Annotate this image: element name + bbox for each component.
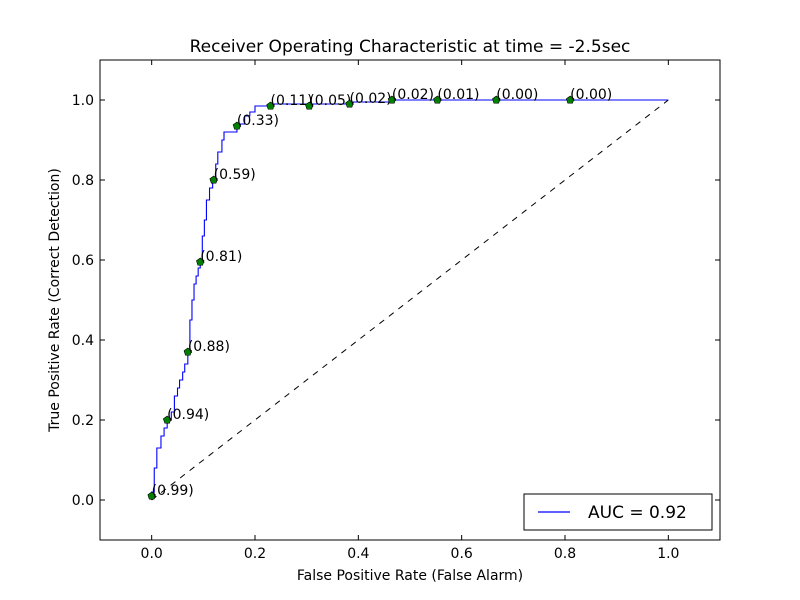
plot-frame (99, 59, 721, 541)
threshold-marker (147, 491, 156, 500)
threshold-marker (387, 95, 397, 104)
threshold-marker (433, 95, 442, 104)
threshold-label: (0.11) (271, 93, 313, 109)
y-tick-label: 0.2 (72, 413, 94, 429)
threshold-label: (0.01) (437, 87, 479, 103)
threshold-label: (0.02) (392, 87, 434, 103)
chart-title: Receiver Operating Characteristic at tim… (190, 37, 631, 57)
threshold-label: (0.81) (200, 249, 242, 265)
chance-diagonal-line (151, 99, 669, 501)
axis-ticks: 0.0 0.2 0.4 0.6 0.8 1.0 0.0 0.2 0.4 0.6 0.8 1.0 (72, 60, 720, 562)
y-tick-label: 0.6 (72, 253, 94, 269)
threshold-marker (163, 415, 172, 424)
threshold-marker (196, 257, 205, 266)
threshold-label: (0.00) (496, 87, 538, 103)
plot-area: (0.99) (0.94) (0.88) (0.81) (0.59) (0.33) (0.1… (72, 59, 721, 562)
y-tick-label: 0.0 (72, 493, 94, 509)
threshold-marker (305, 101, 314, 110)
threshold-marker (209, 175, 218, 184)
threshold-label: (0.99) (152, 483, 194, 499)
y-tick-label: 1.0 (72, 93, 94, 109)
threshold-label: (0.05) (309, 93, 351, 109)
x-tick-label: 0.2 (244, 546, 266, 562)
threshold-marker (266, 101, 275, 110)
threshold-marker (492, 95, 501, 104)
y-tick-label: 0.4 (72, 333, 94, 349)
threshold-label: (0.88) (188, 339, 230, 355)
threshold-label: (0.94) (167, 407, 209, 423)
legend: AUC = 0.92 (523, 493, 713, 531)
threshold-label: (0.00) (570, 87, 612, 103)
threshold-marker (566, 95, 575, 104)
threshold-marker (345, 99, 354, 108)
x-axis-label: False Positive Rate (False Alarm) (297, 568, 523, 584)
threshold-markers: (0.99) (0.94) (0.88) (0.81) (0.59) (0.33) (0.1… (147, 87, 612, 500)
x-tick-label: 0.6 (451, 546, 473, 562)
x-tick-label: 0.8 (554, 546, 576, 562)
threshold-label: (0.02) (350, 91, 392, 107)
threshold-label: (0.59) (214, 167, 256, 183)
y-tick-label: 0.8 (72, 173, 94, 189)
y-axis-label: True Positive Rate (Correct Detection) (47, 168, 63, 433)
threshold-marker (232, 121, 242, 130)
legend-label: AUC = 0.92 (588, 503, 687, 523)
x-tick-label: 1.0 (657, 546, 679, 562)
x-tick-label: 0.0 (141, 546, 163, 562)
threshold-label: (0.33) (237, 113, 279, 129)
threshold-marker (183, 347, 192, 356)
x-tick-label: 0.4 (347, 546, 369, 562)
